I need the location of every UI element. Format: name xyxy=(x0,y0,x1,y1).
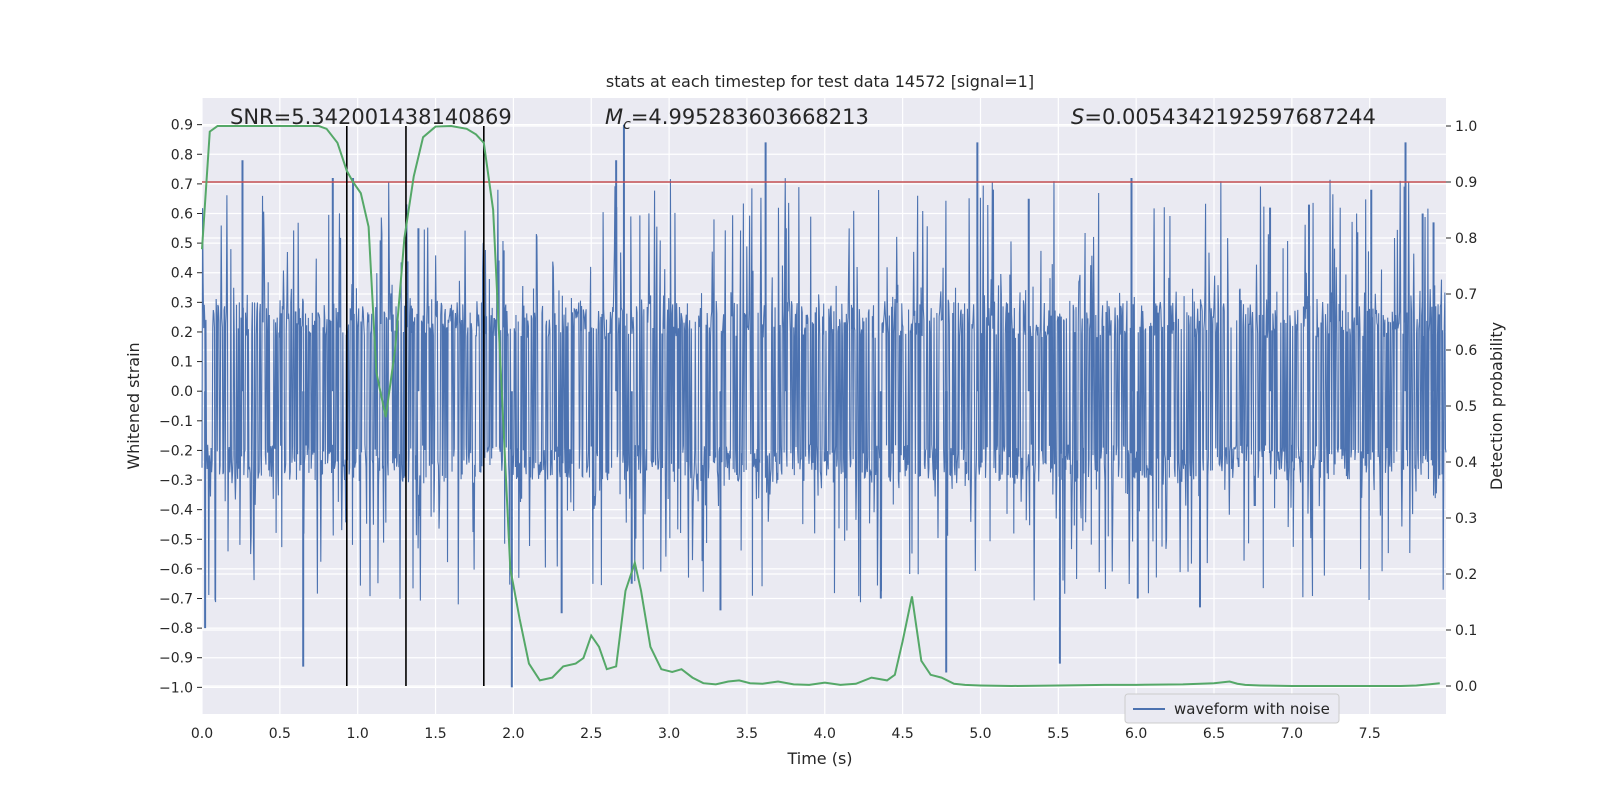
chirp-mass-value: =4.995283603668213 xyxy=(631,105,869,129)
y-tick-label-left: −0.1 xyxy=(159,414,193,430)
statistic-value: =0.00543421925976872​44 xyxy=(1084,105,1376,129)
x-tick-label: 7.5 xyxy=(1359,726,1381,742)
y-tick-label-left: −0.3 xyxy=(159,473,193,489)
x-tick-label: 6.5 xyxy=(1203,726,1225,742)
chirp-mass-subscript: c xyxy=(623,117,631,133)
chirp-mass-symbol: M xyxy=(605,105,623,129)
legend-label-waveform: waveform with noise xyxy=(1174,700,1330,718)
x-tick-label: 6.0 xyxy=(1125,726,1147,742)
y-tick-label-left: 0.8 xyxy=(171,147,193,163)
x-tick-label: 5.0 xyxy=(969,726,991,742)
y-tick-label-left: −0.6 xyxy=(159,562,193,578)
y-tick-label-right: 0.9 xyxy=(1455,175,1477,191)
y-tick-label-left: 0.3 xyxy=(171,295,193,311)
x-tick-label: 4.0 xyxy=(814,726,836,742)
y-tick-label-left: 0.4 xyxy=(171,266,193,282)
x-tick-label: 1.5 xyxy=(424,726,446,742)
waveform-line xyxy=(201,178,1447,605)
chart-title: stats at each timestep for test data 145… xyxy=(606,72,1034,91)
y-tick-label-right: 0.1 xyxy=(1455,623,1477,639)
y-tick-label-right: 0.6 xyxy=(1455,343,1477,359)
y-tick-label-left: −0.8 xyxy=(159,621,193,637)
x-tick-label: 3.5 xyxy=(736,726,758,742)
legend: waveform with noise xyxy=(1124,693,1340,724)
y-tick-label-right: 1.0 xyxy=(1455,119,1477,135)
detection-probability-line xyxy=(201,124,1440,688)
y-tick-label-left: −0.7 xyxy=(159,592,193,608)
waveform-series xyxy=(201,124,1447,688)
y-tick-label-left: 0.7 xyxy=(171,177,193,193)
y-tick-label-right: 0.7 xyxy=(1455,287,1477,303)
x-tick-label: 1.0 xyxy=(347,726,369,742)
x-axis-label: Time (s) xyxy=(786,749,852,768)
y-tick-label-left: 0.1 xyxy=(171,355,193,371)
y-axis-label-right: Detection probability xyxy=(1487,322,1506,490)
x-tick-label: 2.5 xyxy=(580,726,602,742)
y-tick-label-left: 0.9 xyxy=(171,118,193,134)
x-tick-label: 4.5 xyxy=(891,726,913,742)
y-tick-label-right: 0.8 xyxy=(1455,231,1477,247)
y-axis-label-left: Whitened strain xyxy=(124,342,143,469)
snr-annotation: SNR=5.342001438140869 xyxy=(230,105,512,129)
x-tick-label: 5.5 xyxy=(1047,726,1069,742)
overlay-lines xyxy=(201,124,1446,688)
x-tick-label: 0.0 xyxy=(191,726,213,742)
y-tick-label-right: 0.2 xyxy=(1455,567,1477,583)
statistic-symbol: S xyxy=(1071,105,1084,129)
chirp-mass-annotation: Mc=4.995283603668213 xyxy=(605,105,869,133)
legend-box xyxy=(1124,693,1340,724)
x-tick-label: 3.0 xyxy=(658,726,680,742)
y-tick-label-left: 0.6 xyxy=(171,207,193,223)
x-tick-label: 2.0 xyxy=(502,726,524,742)
y-tick-label-left: −0.4 xyxy=(159,503,193,519)
y-tick-label-left: 0.0 xyxy=(171,384,193,400)
y-tick-label-right: 0.3 xyxy=(1455,511,1477,527)
y-tick-label-left: 0.5 xyxy=(171,236,193,252)
y-tick-label-left: 0.2 xyxy=(171,325,193,341)
y-tick-label-right: 0.5 xyxy=(1455,399,1477,415)
x-tick-label: 7.0 xyxy=(1281,726,1303,742)
y-tick-label-right: 0.4 xyxy=(1455,455,1477,471)
y-tick-label-left: −0.5 xyxy=(159,532,193,548)
y-tick-label-left: −1.0 xyxy=(159,680,193,696)
y-tick-label-right: 0.0 xyxy=(1455,679,1477,695)
statistic-annotation: S=0.00543421925976872​44 xyxy=(1071,105,1376,129)
axis-ticks: 0.0 0.5 1.0 1.5 2.0 2.5 3.0 3.5 4.0 4.5 5.0 5.5 6.0 6… xyxy=(159,118,1477,742)
y-tick-label-left: −0.9 xyxy=(159,651,193,667)
y-tick-label-left: −0.2 xyxy=(159,443,193,459)
x-tick-label: 0.5 xyxy=(269,726,291,742)
